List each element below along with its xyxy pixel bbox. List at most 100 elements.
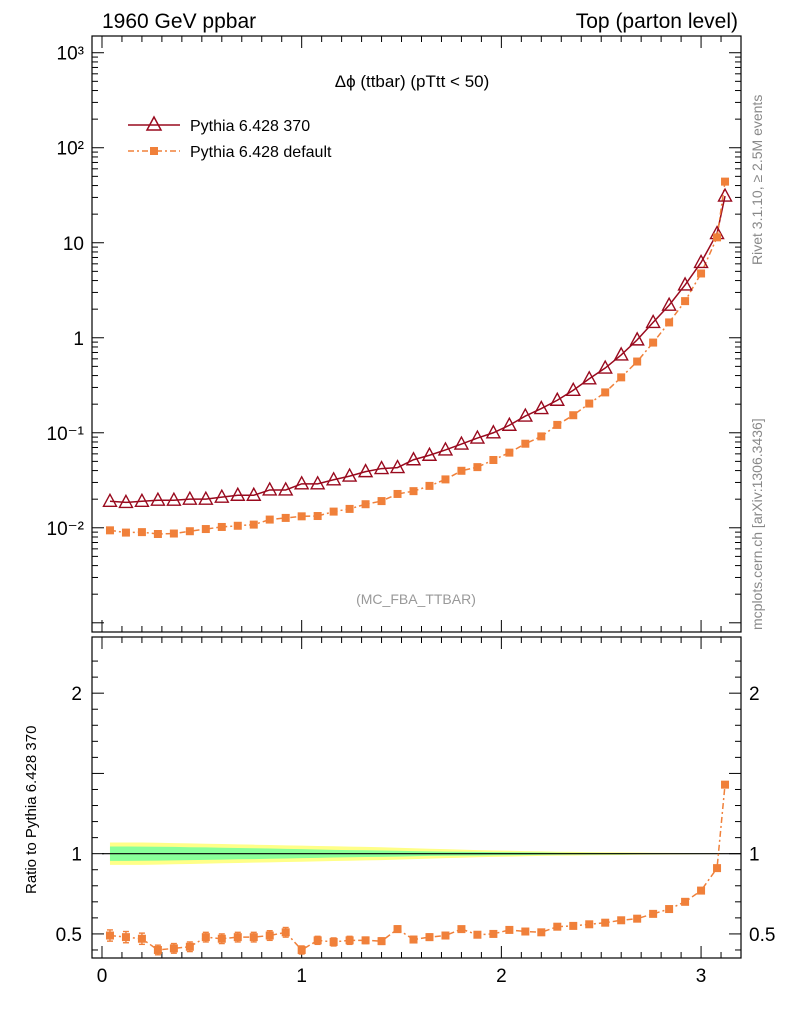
ratio-point-default <box>105 931 114 940</box>
ratio-point-default <box>265 931 274 940</box>
ratio-point-default <box>169 944 178 953</box>
point-370 <box>437 441 454 456</box>
point-default <box>105 526 114 535</box>
point-default <box>425 481 434 490</box>
x-tick-label: 1 <box>296 966 307 987</box>
ratio-y-tick-label: 1 <box>71 845 82 866</box>
point-370 <box>549 391 565 406</box>
point-370 <box>341 467 358 482</box>
ratio-point-default <box>201 933 210 942</box>
ratio-line-default <box>109 784 726 951</box>
point-default <box>137 528 146 537</box>
ratio-y-tick-label-right: 2 <box>749 684 760 705</box>
point-370 <box>517 407 534 422</box>
main-panel-frame <box>91 35 742 633</box>
ratio-panel: 0.5 0.5 1 1 2 2 0 1 2 3 <box>56 637 775 987</box>
point-default <box>633 357 642 366</box>
point-370 <box>262 481 278 496</box>
point-default <box>409 487 418 496</box>
point-default <box>217 522 226 531</box>
point-370 <box>405 451 422 466</box>
ratio-point-default <box>361 936 370 945</box>
ratio-y-tick-label-right: 1 <box>749 845 760 866</box>
point-370 <box>246 486 262 501</box>
legend-label-default: Pythia 6.428 default <box>190 144 332 161</box>
point-default <box>649 338 658 347</box>
ratio-y-tick-label: 2 <box>71 684 82 705</box>
ratio-point-default <box>441 931 450 940</box>
ratio-ylabel: Ratio to Pythia 6.428 370 <box>23 726 40 894</box>
ratio-point-default <box>617 916 626 925</box>
y-tick-label: 10² <box>57 139 84 160</box>
point-default <box>377 497 386 506</box>
series-line-370 <box>109 195 726 504</box>
point-370 <box>166 491 182 506</box>
legend: Pythia 6.428 370 Pythia 6.428 default <box>128 115 332 161</box>
point-370 <box>373 460 390 475</box>
point-370 <box>278 481 294 496</box>
series-line-default <box>109 181 726 535</box>
point-370 <box>717 187 733 202</box>
ratio-point-default <box>409 935 418 944</box>
ratio-point-default <box>329 937 338 946</box>
point-370 <box>629 331 645 346</box>
ratio-point-default <box>553 922 562 931</box>
ratio-point-default <box>121 933 130 942</box>
y-tick-label: 10³ <box>57 44 84 65</box>
point-370 <box>581 370 597 385</box>
point-default <box>153 530 162 539</box>
point-default <box>713 233 722 242</box>
point-default <box>721 177 730 186</box>
ratio-y-tick-label: 0.5 <box>56 925 82 946</box>
point-370 <box>102 492 118 507</box>
point-default <box>537 432 546 441</box>
ratio-point-default <box>393 925 402 934</box>
point-default <box>617 373 626 382</box>
legend-triangle-icon <box>145 115 163 131</box>
point-370 <box>309 475 326 490</box>
point-370 <box>565 381 581 396</box>
ratio-point-default <box>249 933 258 942</box>
point-default <box>265 515 274 524</box>
ratio-point-default <box>153 945 162 954</box>
ratio-point-default <box>681 897 690 906</box>
point-370 <box>453 435 470 450</box>
ratio-point-default <box>185 942 194 951</box>
point-370 <box>182 490 198 505</box>
ratio-point-default <box>473 930 482 939</box>
point-370 <box>645 313 661 329</box>
ratio-point-default <box>297 945 306 954</box>
point-370 <box>294 475 310 490</box>
point-default <box>569 411 578 420</box>
point-default <box>473 463 482 472</box>
point-370 <box>597 359 613 374</box>
x-tick-label: 2 <box>496 966 507 987</box>
ratio-y-tick-label-right: 0.5 <box>749 925 775 946</box>
ratio-point-default <box>721 780 730 789</box>
ratio-point-default <box>585 920 594 929</box>
ratio-panel-frame <box>91 636 742 959</box>
point-default <box>505 448 514 457</box>
point-370 <box>533 400 549 415</box>
ratio-point-default <box>217 934 226 943</box>
chart-title: Δϕ (ttbar) (pTtt < 50) <box>335 72 490 91</box>
point-370 <box>150 491 166 506</box>
ratio-point-default <box>537 928 546 937</box>
point-default <box>489 455 498 464</box>
ratio-point-default <box>697 886 706 895</box>
main-panel: 10⁻² 10⁻¹ 1 10 10² 10³ <box>47 36 741 632</box>
point-370 <box>118 493 134 509</box>
y-tick-label: 1 <box>73 329 84 350</box>
point-default <box>121 528 130 537</box>
point-default <box>393 489 402 498</box>
point-370 <box>389 459 406 474</box>
point-370 <box>693 254 709 269</box>
rivet-label: Rivet 3.1.10, ≥ 2.5M events <box>749 95 765 265</box>
point-default <box>169 529 178 538</box>
point-default <box>281 513 290 522</box>
point-default <box>249 520 258 529</box>
y-tick-label: 10⁻¹ <box>47 424 85 445</box>
ratio-point-default <box>601 918 610 927</box>
ratio-point-default <box>345 936 354 945</box>
